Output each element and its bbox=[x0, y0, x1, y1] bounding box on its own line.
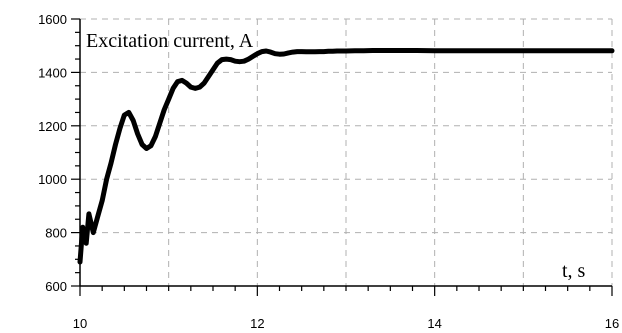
grid-layer bbox=[80, 18, 613, 286]
x-tick-label: 14 bbox=[427, 316, 441, 331]
x-tick-label: 16 bbox=[605, 316, 619, 331]
x-tick-label: 10 bbox=[73, 316, 87, 331]
x-tick-label: 12 bbox=[250, 316, 264, 331]
y-tick-label: 1400 bbox=[38, 65, 67, 80]
chart-title: Excitation current, A bbox=[86, 30, 254, 52]
y-tick-label: 600 bbox=[45, 279, 67, 294]
y-tick-label: 800 bbox=[45, 226, 67, 241]
x-axis-title: t, s bbox=[562, 260, 586, 282]
y-tick-label: 1600 bbox=[38, 12, 67, 27]
y-tick-label: 1000 bbox=[38, 172, 67, 187]
y-tick-label: 1200 bbox=[38, 119, 67, 134]
series-line bbox=[77, 48, 615, 265]
labels-layer: 600 800 1000 1200 1400 1600 10 12 14 16 bbox=[38, 12, 619, 331]
series-layer bbox=[77, 48, 615, 265]
